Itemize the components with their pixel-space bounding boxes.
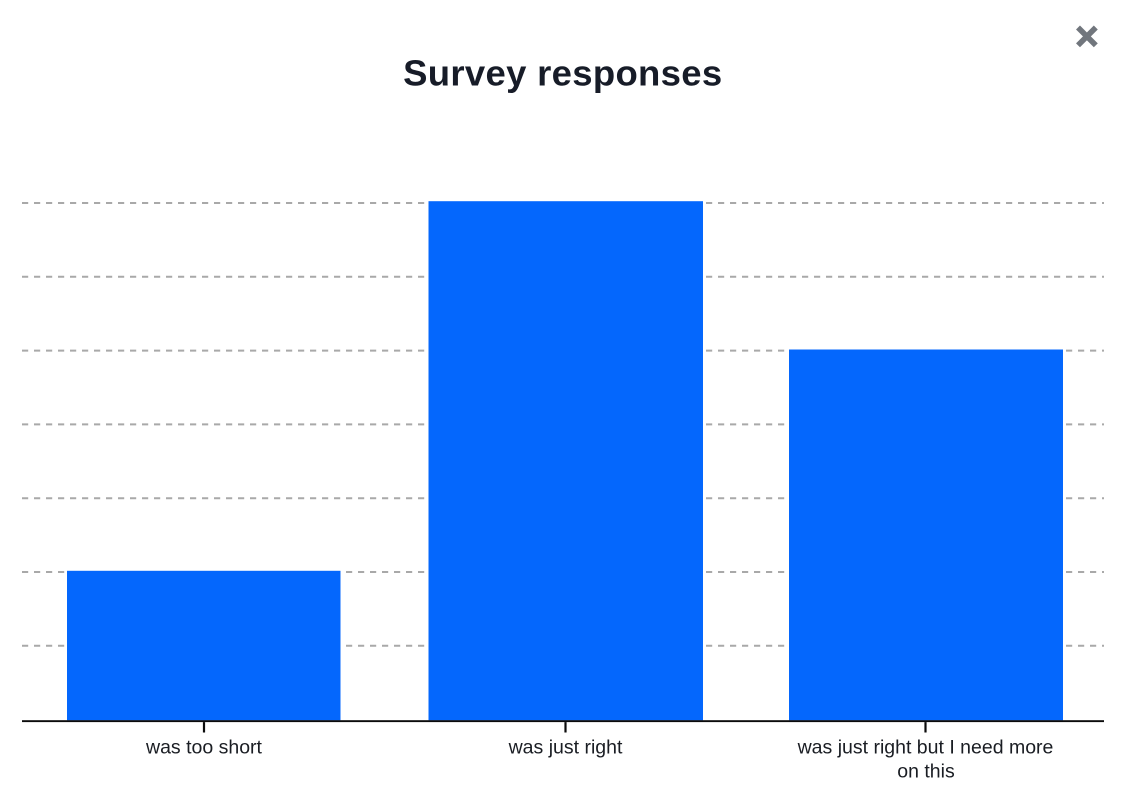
svg-text:was too short: was too short — [145, 737, 263, 759]
svg-text:was just right but I need more: was just right but I need more — [797, 737, 1054, 759]
svg-text:Survey responses: Survey responses — [403, 53, 722, 94]
svg-text:on this: on this — [897, 761, 955, 783]
svg-text:was just right: was just right — [508, 737, 623, 759]
